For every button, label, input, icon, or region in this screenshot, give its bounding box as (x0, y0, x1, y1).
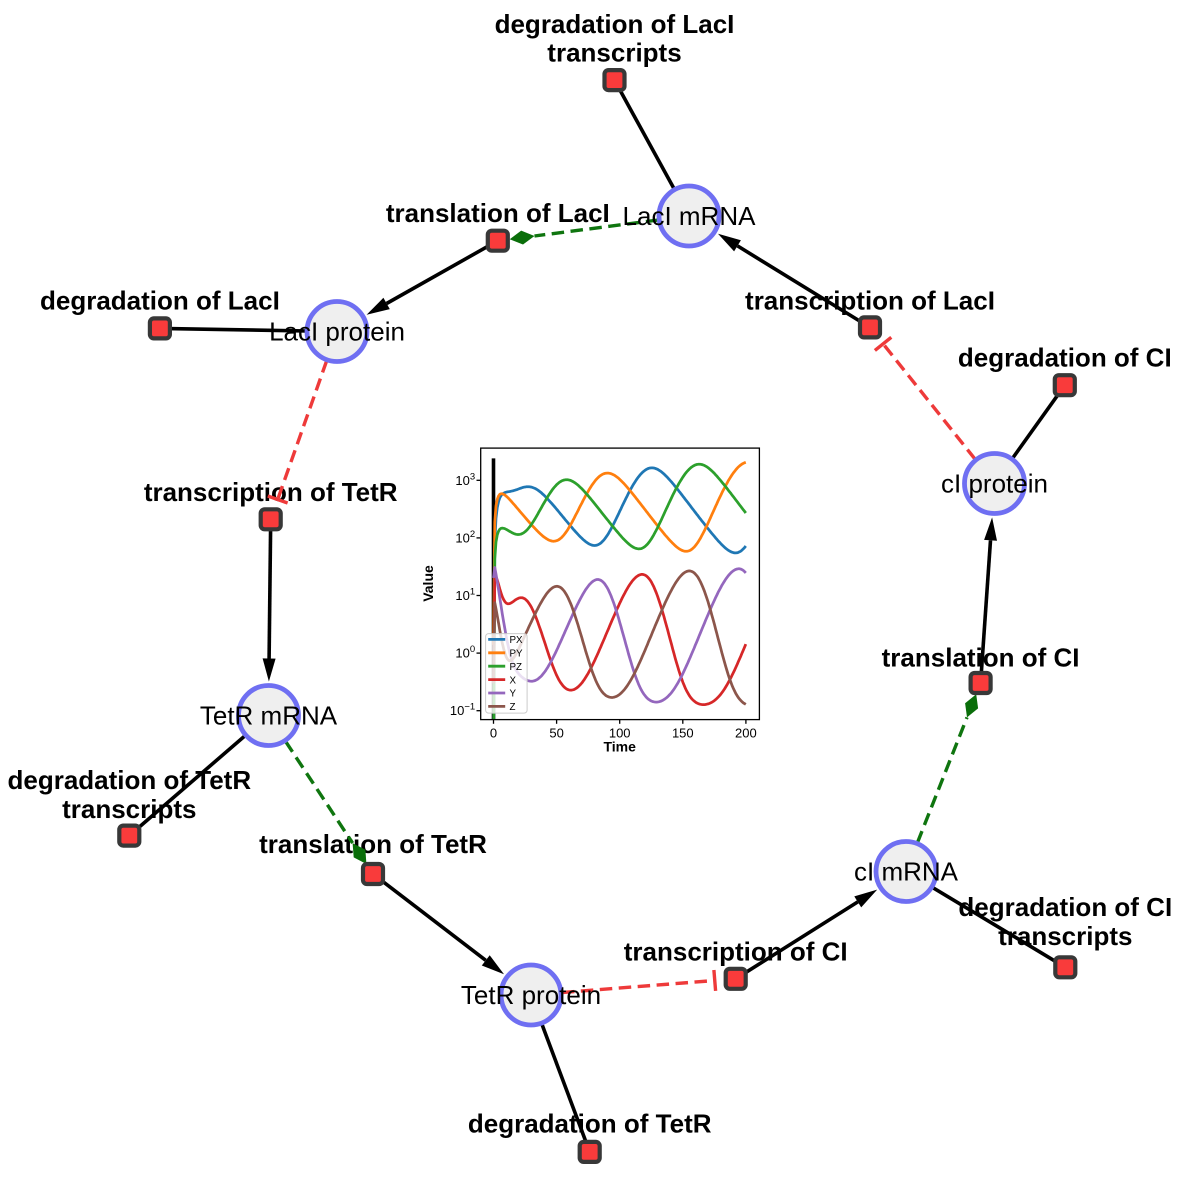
svg-text:cI mRNA: cI mRNA (854, 857, 959, 887)
svg-text:cI protein: cI protein (941, 469, 1048, 499)
svg-text:transcripts: transcripts (62, 794, 196, 824)
svg-text:Time: Time (603, 739, 636, 755)
svg-text:translation of LacI: translation of LacI (386, 198, 610, 228)
svg-text:100: 100 (609, 726, 631, 741)
svg-text:degradation of LacI: degradation of LacI (40, 285, 280, 315)
svg-text:transcription of CI: transcription of CI (624, 937, 848, 967)
svg-text:0: 0 (490, 726, 497, 741)
svg-text:200: 200 (735, 726, 757, 741)
svg-text:50: 50 (549, 726, 563, 741)
svg-text:Value: Value (420, 565, 436, 602)
svg-text:transcription of LacI: transcription of LacI (745, 286, 995, 316)
svg-text:translation of TetR: translation of TetR (259, 829, 487, 859)
svg-text:LacI mRNA: LacI mRNA (623, 201, 757, 231)
svg-text:TetR protein: TetR protein (461, 980, 601, 1010)
svg-text:LacI protein: LacI protein (269, 317, 405, 347)
svg-text:transcripts: transcripts (998, 921, 1132, 951)
svg-text:PX: PX (510, 635, 524, 646)
svg-text:degradation of LacI: degradation of LacI (495, 9, 735, 39)
svg-text:150: 150 (672, 726, 694, 741)
svg-text:degradation of TetR: degradation of TetR (7, 765, 251, 795)
svg-text:PZ: PZ (510, 662, 523, 673)
svg-text:X: X (510, 675, 517, 686)
svg-text:degradation of CI: degradation of CI (958, 342, 1172, 372)
svg-text:PY: PY (510, 649, 524, 660)
svg-text:TetR mRNA: TetR mRNA (200, 701, 338, 731)
svg-text:transcription of TetR: transcription of TetR (144, 477, 398, 507)
svg-text:Y: Y (510, 689, 517, 700)
svg-text:degradation of TetR: degradation of TetR (468, 1108, 712, 1138)
svg-text:transcripts: transcripts (547, 38, 681, 68)
svg-text:degradation of CI: degradation of CI (958, 892, 1172, 922)
svg-text:Z: Z (510, 702, 516, 713)
